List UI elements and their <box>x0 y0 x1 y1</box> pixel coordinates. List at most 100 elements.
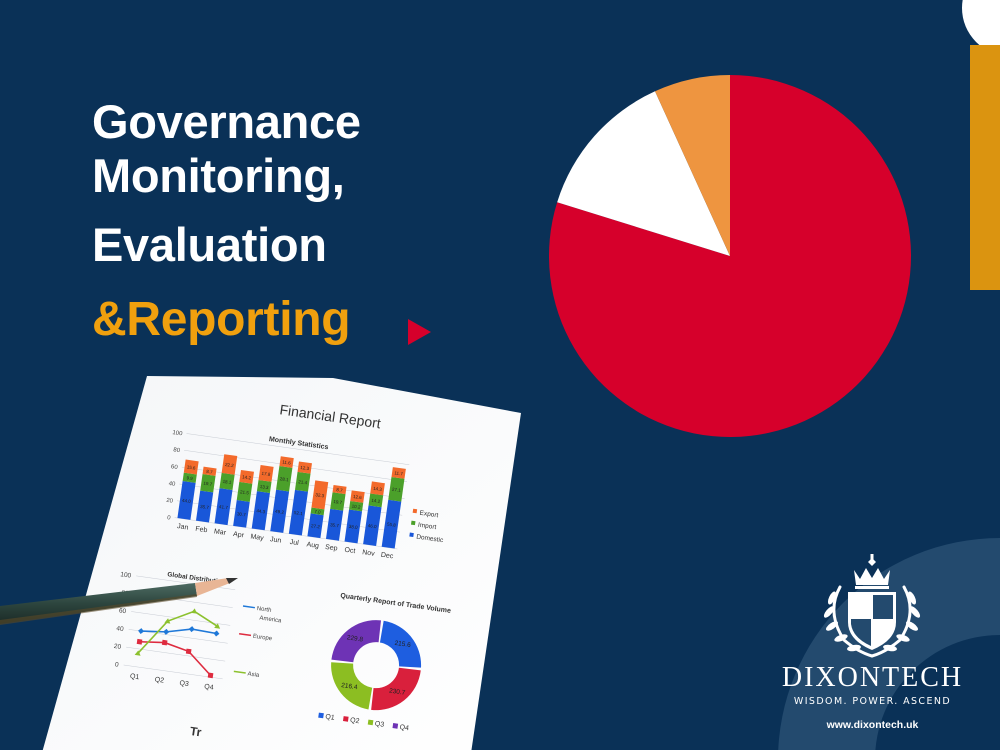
bar-value-label: 21.4 <box>298 479 308 485</box>
brand-tagline: WISDOM. POWER. ASCEND <box>793 696 952 707</box>
line-y-tick: 20 <box>113 643 122 651</box>
line-y-tick: 40 <box>116 625 125 633</box>
corner-circle-shape <box>962 0 1000 55</box>
donut-slice-q2 <box>371 667 421 711</box>
bar-segment-export <box>183 459 199 475</box>
bar-value-label: 49.2 <box>275 509 285 515</box>
bar-x-label: Jun <box>269 536 281 545</box>
bar-value-label: 8.7 <box>206 469 213 475</box>
donut-legend-item: Q2 <box>350 717 360 725</box>
bar-segment-domestic <box>363 505 382 546</box>
donut-legend-item: Q1 <box>325 714 335 722</box>
line-y-tick: 60 <box>118 607 127 615</box>
brand-url-link[interactable]: www.dixontech.uk <box>826 719 919 731</box>
bar-segment-import <box>294 471 311 492</box>
bar-x-label: Jul <box>289 539 299 547</box>
bar-value-label: 32.3 <box>315 492 325 498</box>
bar-y-tick: 80 <box>173 447 181 454</box>
bar-segment-export <box>258 465 274 482</box>
bar-segment-import <box>310 507 325 516</box>
bar-segment-import <box>182 472 197 483</box>
bar-segment-import <box>276 466 293 492</box>
bar-x-label: Dec <box>380 552 394 561</box>
bar-value-label: 52.1 <box>294 510 304 516</box>
bar-x-label: Apr <box>233 531 245 540</box>
bar-value-label: 11.6 <box>282 459 292 465</box>
bar-segment-export <box>202 466 217 476</box>
bar-x-label: Jan <box>177 523 189 532</box>
bar-segment-domestic <box>177 480 196 520</box>
big-pie-slice <box>557 91 730 257</box>
bar-value-label: 9.9 <box>186 475 193 481</box>
bar-segment-domestic <box>195 490 214 523</box>
bar-segment-export <box>332 484 347 495</box>
bar-segment-export <box>239 469 254 484</box>
bar-value-label: 14.2 <box>371 498 381 504</box>
bar-segment-import <box>349 500 364 512</box>
bar-x-label: Mar <box>213 528 227 537</box>
donut-legend-item: Q3 <box>374 721 384 729</box>
bar-segment-export <box>297 461 312 474</box>
bar-segment-domestic <box>307 513 324 539</box>
bar-value-label: 30.7 <box>237 511 247 517</box>
bar-legend-item: Export <box>419 510 439 520</box>
bar-value-label: 41.7 <box>219 504 229 510</box>
bar-value-label: 35.7 <box>200 504 210 510</box>
line-x-label: Q1 <box>129 673 139 681</box>
headline-line-3: Evaluation <box>92 218 327 271</box>
bar-segment-domestic <box>270 489 290 533</box>
line-legend-item: Asia <box>247 671 260 679</box>
line-x-label: Q4 <box>204 683 214 691</box>
bar-value-label: 22.2 <box>225 462 235 468</box>
bar-value-label: 15.6 <box>186 464 196 470</box>
bar-value-label: 10.2 <box>351 504 361 510</box>
line-legend-item: North <box>256 606 271 614</box>
headline-line-2: Monitoring, <box>92 149 345 202</box>
bar-value-label: 14.3 <box>373 486 383 492</box>
big-pie-chart <box>549 75 911 437</box>
bar-value-label: 35.7 <box>330 522 340 528</box>
play-arrow-icon <box>408 319 431 345</box>
bar-segment-domestic <box>381 499 402 549</box>
bar-y-tick: 20 <box>166 498 174 505</box>
bar-value-label: 7.0 <box>314 509 321 515</box>
bar-y-tick: 100 <box>172 430 183 437</box>
bar-value-label: 13.3 <box>259 484 269 490</box>
bar-value-label: 17.8 <box>261 471 271 477</box>
bar-value-label: 21.5 <box>240 489 250 495</box>
bar-segment-import <box>388 476 405 502</box>
line-series <box>137 610 218 654</box>
donut-slice-q3 <box>331 662 373 710</box>
bar-value-label: 44.0 <box>182 498 192 504</box>
big-pie-slice <box>654 75 730 256</box>
bar-value-label: 12.6 <box>353 494 363 500</box>
decorative-ring <box>778 538 1000 750</box>
bar-x-label: Nov <box>362 549 376 558</box>
line-x-label: Q3 <box>179 680 189 688</box>
bar-segment-import <box>330 492 346 511</box>
paper-sheet <box>42 376 521 750</box>
bar-value-label: 14.2 <box>242 474 252 480</box>
bar-segment-export <box>311 480 329 510</box>
headline-line-1: Governance <box>92 95 361 148</box>
bar-segment-import <box>236 481 253 502</box>
bar-legend-item: Domestic <box>416 533 445 544</box>
bar-segment-export <box>370 481 385 496</box>
bar-x-label: Sep <box>325 544 338 553</box>
dixontech-logo-icon <box>823 554 921 658</box>
donut-value-label: 215.6 <box>394 640 411 649</box>
bar-legend-item: Import <box>417 522 436 532</box>
line-x-label: Q2 <box>154 676 164 684</box>
bar-segment-import <box>256 479 272 494</box>
bar-segment-domestic <box>233 500 250 528</box>
bar-segment-export <box>279 456 294 468</box>
bar-x-label: May <box>250 533 265 542</box>
headline-line-4-accent: &Reporting <box>92 293 351 346</box>
bar-segment-domestic <box>251 491 270 531</box>
bar-value-label: 12.3 <box>300 465 310 471</box>
bar-segment-domestic <box>325 508 344 541</box>
line-y-tick: 0 <box>114 661 119 668</box>
paper-bottom-text: Tr <box>189 724 203 739</box>
pencil-icon <box>0 578 238 625</box>
bar-value-label: 38.0 <box>349 524 359 530</box>
